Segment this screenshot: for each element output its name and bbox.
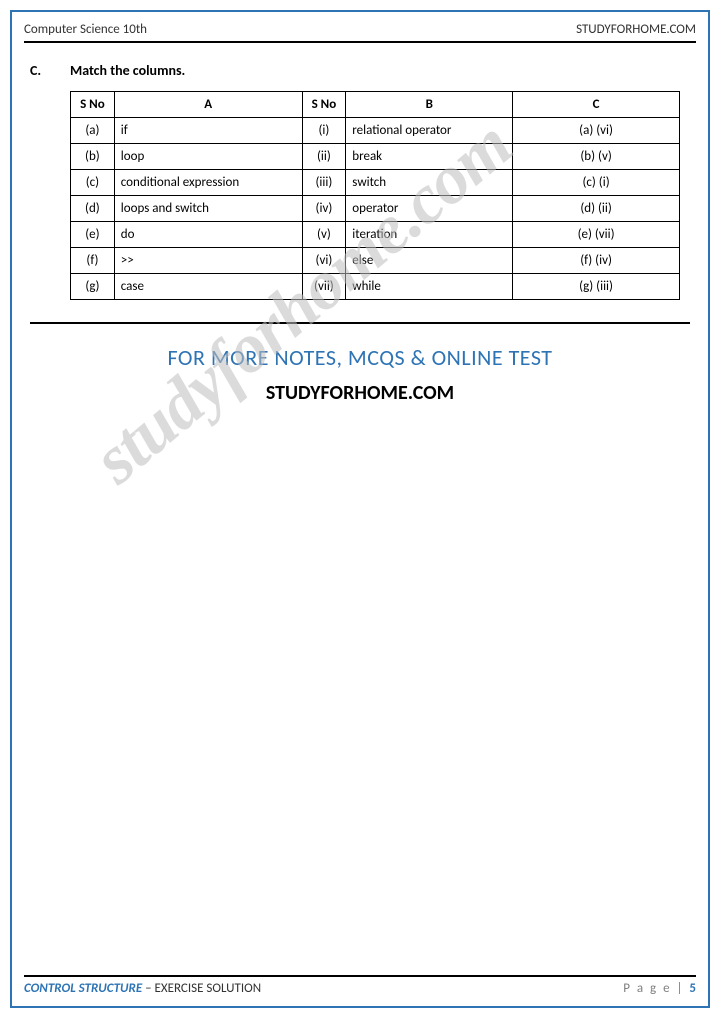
- cell-b: switch: [346, 170, 513, 196]
- question-row: C. Match the columns.: [30, 62, 690, 79]
- header-left: Computer Science 10th: [24, 22, 147, 37]
- table-row: (e)do(v)iteration(e) (vii): [71, 222, 680, 248]
- cell-sno1: (e): [71, 222, 115, 248]
- footer-page-num: 5: [689, 981, 696, 996]
- th-sno1: S No: [71, 92, 115, 118]
- th-a: A: [114, 92, 302, 118]
- cell-c: (g) (iii): [513, 274, 680, 300]
- cell-a: do: [114, 222, 302, 248]
- cell-sno1: (d): [71, 196, 115, 222]
- question-text: Match the columns.: [70, 62, 185, 79]
- footer-left-strong: CONTROL STRUCTURE: [24, 981, 142, 996]
- footer-right: P a g e | 5: [623, 981, 696, 996]
- footer-left-rest: – EXERCISE SOLUTION: [142, 981, 261, 996]
- cell-sno1: (b): [71, 144, 115, 170]
- table-row: (d)loops and switch(iv)operator(d) (ii): [71, 196, 680, 222]
- cell-sno2: (iv): [302, 196, 346, 222]
- cell-c: (f) (iv): [513, 248, 680, 274]
- promo-line1: FOR MORE NOTES, MCQS & ONLINE TEST: [30, 344, 690, 371]
- promo-line2: STUDYFORHOME.COM: [30, 381, 690, 405]
- cell-c: (c) (i): [513, 170, 680, 196]
- th-c: C: [513, 92, 680, 118]
- cell-c: (b) (v): [513, 144, 680, 170]
- cell-c: (d) (ii): [513, 196, 680, 222]
- cell-c: (a) (vi): [513, 118, 680, 144]
- table-row: (b)loop(ii)break(b) (v): [71, 144, 680, 170]
- cell-sno2: (iii): [302, 170, 346, 196]
- cell-sno1: (f): [71, 248, 115, 274]
- cell-b: iteration: [346, 222, 513, 248]
- cell-a: loop: [114, 144, 302, 170]
- cell-sno2: (v): [302, 222, 346, 248]
- cell-c: (e) (vii): [513, 222, 680, 248]
- cell-sno2: (vi): [302, 248, 346, 274]
- table-row: (c)conditional expression(iii)switch(c) …: [71, 170, 680, 196]
- cell-b: relational operator: [346, 118, 513, 144]
- th-b: B: [346, 92, 513, 118]
- cell-sno2: (ii): [302, 144, 346, 170]
- match-table: S No A S No B C (a)if(i)relational opera…: [70, 91, 680, 300]
- divider: [30, 322, 690, 324]
- cell-b: while: [346, 274, 513, 300]
- content: C. Match the columns. S No A S No B C (a…: [30, 62, 690, 405]
- footer-left: CONTROL STRUCTURE – EXERCISE SOLUTION: [24, 981, 261, 996]
- table-header-row: S No A S No B C: [71, 92, 680, 118]
- cell-b: break: [346, 144, 513, 170]
- cell-b: operator: [346, 196, 513, 222]
- cell-a: loops and switch: [114, 196, 302, 222]
- cell-sno2: (vii): [302, 274, 346, 300]
- cell-sno1: (c): [71, 170, 115, 196]
- cell-sno1: (g): [71, 274, 115, 300]
- header-bar: Computer Science 10th STUDYFORHOME.COM: [24, 22, 696, 43]
- cell-b: else: [346, 248, 513, 274]
- cell-a: case: [114, 274, 302, 300]
- question-letter: C.: [30, 62, 50, 79]
- cell-a: conditional expression: [114, 170, 302, 196]
- header-right: STUDYFORHOME.COM: [576, 22, 696, 37]
- cell-sno2: (i): [302, 118, 346, 144]
- table-row: (g)case(vii)while(g) (iii): [71, 274, 680, 300]
- cell-a: >>: [114, 248, 302, 274]
- table-row: (a)if(i)relational operator(a) (vi): [71, 118, 680, 144]
- footer: CONTROL STRUCTURE – EXERCISE SOLUTION P …: [24, 975, 696, 996]
- cell-sno1: (a): [71, 118, 115, 144]
- table-row: (f)>>(vi)else(f) (iv): [71, 248, 680, 274]
- cell-a: if: [114, 118, 302, 144]
- th-sno2: S No: [302, 92, 346, 118]
- footer-page-label: P a g e |: [623, 981, 689, 996]
